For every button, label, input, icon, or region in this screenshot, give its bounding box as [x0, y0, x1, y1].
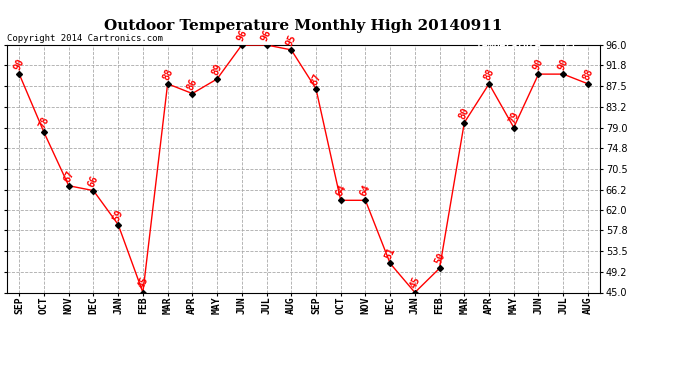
- Text: 88: 88: [161, 67, 175, 82]
- Text: 45: 45: [408, 276, 422, 290]
- Text: 79: 79: [507, 111, 521, 125]
- Text: 59: 59: [111, 207, 126, 222]
- Text: 78: 78: [37, 115, 51, 130]
- Text: 64: 64: [359, 183, 373, 198]
- Text: 80: 80: [457, 106, 471, 120]
- Text: 50: 50: [433, 251, 446, 266]
- Text: 90: 90: [556, 57, 571, 72]
- Text: Copyright 2014 Cartronics.com: Copyright 2014 Cartronics.com: [7, 33, 163, 42]
- Text: 90: 90: [12, 57, 26, 72]
- Text: 89: 89: [210, 62, 224, 77]
- Text: 51: 51: [383, 246, 397, 261]
- Text: 87: 87: [309, 72, 323, 87]
- Title: Outdoor Temperature Monthly High 20140911: Outdoor Temperature Monthly High 2014091…: [104, 18, 503, 33]
- Text: 67: 67: [62, 169, 76, 184]
- Text: 66: 66: [86, 174, 101, 188]
- Text: 96: 96: [235, 28, 249, 43]
- Text: 88: 88: [581, 67, 595, 82]
- Text: 64: 64: [334, 183, 348, 198]
- Text: 90: 90: [531, 57, 546, 72]
- Text: 88: 88: [482, 67, 496, 82]
- Text: 95: 95: [284, 33, 298, 48]
- Text: 86: 86: [186, 76, 199, 92]
- Text: 96: 96: [259, 28, 274, 43]
- Text: 45: 45: [136, 276, 150, 290]
